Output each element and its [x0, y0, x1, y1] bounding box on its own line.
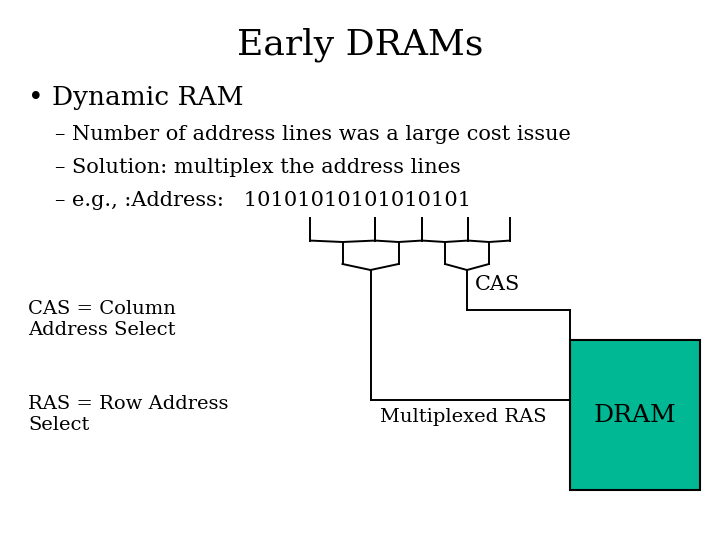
- Text: Early DRAMs: Early DRAMs: [237, 28, 483, 63]
- Text: CAS = Column
Address Select: CAS = Column Address Select: [28, 300, 176, 339]
- Text: – e.g., :Address:   10101010101010101: – e.g., :Address: 10101010101010101: [55, 191, 471, 210]
- Text: CAS: CAS: [475, 275, 521, 294]
- Text: • Dynamic RAM: • Dynamic RAM: [28, 85, 243, 110]
- Text: – Number of address lines was a large cost issue: – Number of address lines was a large co…: [55, 125, 571, 144]
- Text: RAS = Row Address
Select: RAS = Row Address Select: [28, 395, 228, 434]
- Text: Multiplexed RAS: Multiplexed RAS: [380, 408, 547, 426]
- Text: – Solution: multiplex the address lines: – Solution: multiplex the address lines: [55, 158, 461, 177]
- Text: DRAM: DRAM: [594, 403, 676, 427]
- Bar: [570, 340, 700, 490]
